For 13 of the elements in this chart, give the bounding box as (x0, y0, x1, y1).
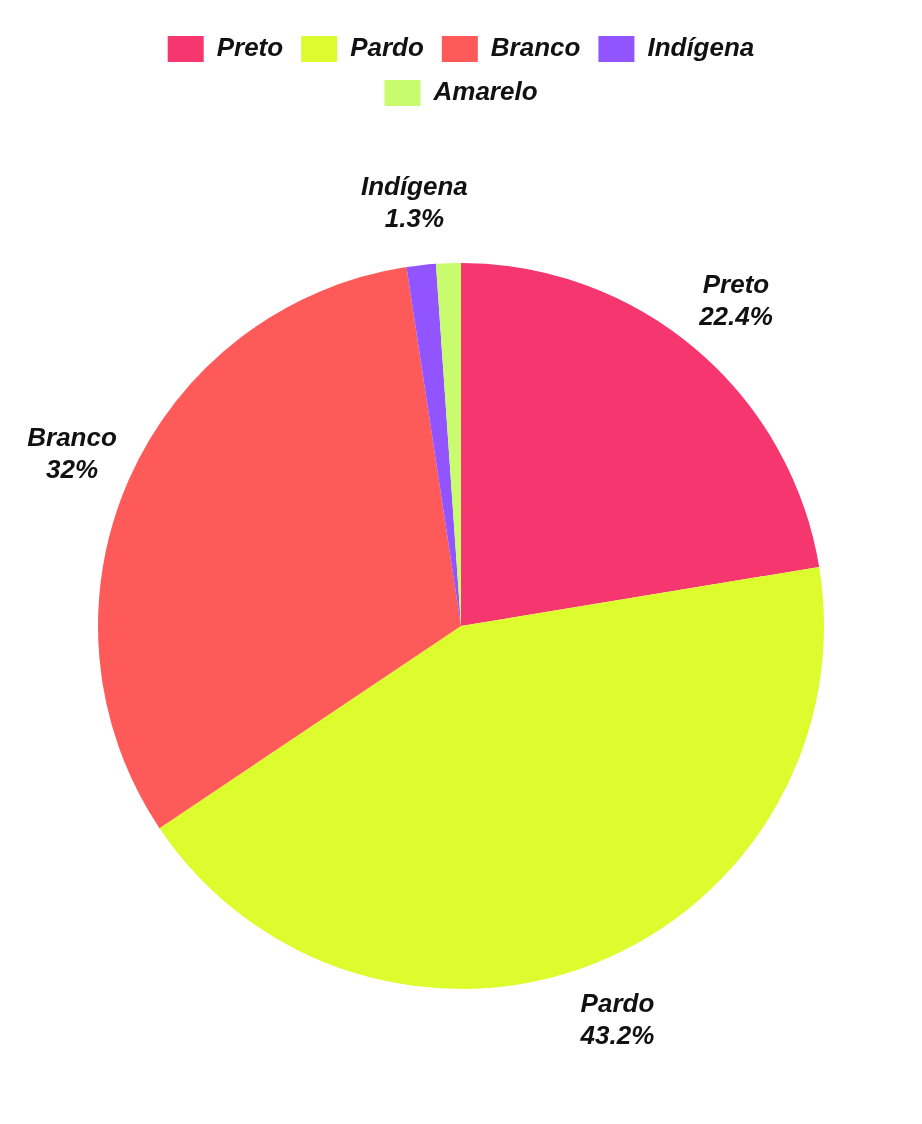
legend-label: Preto (216, 32, 284, 63)
data-label: 32% (46, 453, 99, 484)
slice-label: Branco (27, 421, 117, 452)
data-label: 22.4% (698, 301, 773, 332)
data-label: 43.2% (579, 1020, 655, 1051)
slice-label: Indígena (360, 170, 468, 201)
legend-label: Pardo (350, 32, 424, 63)
slice-label: Preto (702, 269, 770, 300)
legend-label: Indígena (647, 32, 755, 63)
legend-label: Amarelo (432, 76, 538, 107)
data-label: 1.3% (384, 202, 444, 233)
slice-label: Pardo (580, 988, 655, 1019)
legend-label: Branco (490, 32, 581, 63)
